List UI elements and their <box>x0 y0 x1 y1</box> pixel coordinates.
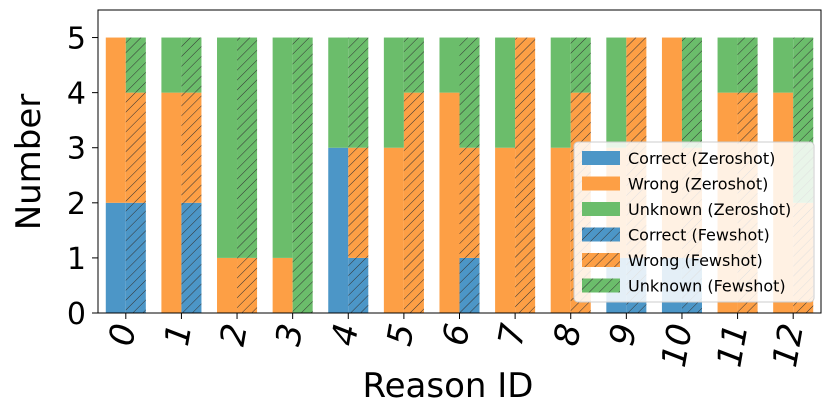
legend-label: Wrong (Fewshot) <box>628 251 763 270</box>
bar-hatch-fewshot-correct-1 <box>181 202 202 313</box>
legend: Correct (Zeroshot) Wrong (Zeroshot) Unknow… <box>573 141 815 303</box>
legend-label: Unknown (Fewshot) <box>628 277 786 296</box>
y-tick-label: 0 <box>67 297 86 332</box>
legend-swatch <box>582 176 620 191</box>
bar-zeroshot-wrong-5 <box>383 147 404 313</box>
bar-hatch-fewshot-correct-4 <box>348 257 369 313</box>
x-tick-label: 1 <box>157 321 200 349</box>
legend-label: Correct (Fewshot) <box>628 226 770 245</box>
bar-zeroshot-unknown-9 <box>606 37 627 148</box>
bar-hatch-fewshot-wrong-1 <box>181 92 202 203</box>
y-tick-label: 1 <box>67 242 86 277</box>
bar-hatch-fewshot-wrong-4 <box>348 147 369 258</box>
bar-hatch-fewshot-unknown-8 <box>570 37 591 93</box>
x-tick-label: 2 <box>213 321 256 349</box>
bar-zeroshot-wrong-7 <box>495 147 516 313</box>
bar-zeroshot-unknown-1 <box>161 37 182 93</box>
bar-zeroshot-wrong-0 <box>105 37 126 203</box>
bar-zeroshot-unknown-8 <box>550 37 571 148</box>
bar-zeroshot-wrong-1 <box>161 92 182 314</box>
x-tick-label: 0 <box>102 321 145 349</box>
legend-label: Unknown (Zeroshot) <box>628 200 791 219</box>
bar-hatch-fewshot-unknown-1 <box>181 37 202 93</box>
legend-label: Wrong (Zeroshot) <box>628 175 768 194</box>
x-tick-label: 7 <box>491 320 534 349</box>
bar-hatch-fewshot-wrong-6 <box>459 147 480 258</box>
bar-zeroshot-wrong-8 <box>550 147 571 313</box>
bar-zeroshot-wrong-2 <box>217 257 238 313</box>
bar-zeroshot-unknown-11 <box>717 37 738 93</box>
x-tick-label: 9 <box>602 321 645 349</box>
bar-hatch-fewshot-wrong-2 <box>237 257 258 313</box>
x-tick-label: 12 <box>765 321 812 371</box>
bar-hatch-fewshot-unknown-5 <box>403 37 424 93</box>
bar-zeroshot-unknown-2 <box>217 37 238 258</box>
legend-label: Correct (Zeroshot) <box>628 149 775 168</box>
y-tick-label: 4 <box>67 77 86 112</box>
y-axis-label: Number <box>9 94 49 231</box>
x-tick-label: 4 <box>324 321 367 349</box>
bar-hatch-fewshot-wrong-5 <box>403 92 424 314</box>
bar-hatch-fewshot-correct-0 <box>125 202 146 313</box>
bar-hatch-fewshot-unknown-2 <box>237 37 258 258</box>
y-tick-label: 2 <box>67 187 86 222</box>
bar-hatch-fewshot-unknown-6 <box>459 37 480 148</box>
legend-swatch <box>582 151 620 165</box>
x-tick-label: 8 <box>546 321 589 349</box>
legend-swatch-hatch <box>582 278 620 293</box>
bar-hatch-fewshot-unknown-0 <box>125 37 146 93</box>
x-tick-label: 11 <box>710 321 757 371</box>
x-tick-label: 10 <box>654 321 701 371</box>
bar-zeroshot-unknown-5 <box>383 37 404 148</box>
x-axis-label: Reason ID <box>363 366 534 406</box>
bar-zeroshot-unknown-3 <box>272 37 293 258</box>
bar-hatch-fewshot-unknown-11 <box>737 37 758 93</box>
bar-zeroshot-correct-4 <box>328 147 349 313</box>
bar-zeroshot-unknown-6 <box>439 37 460 93</box>
bar-hatch-fewshot-correct-6 <box>459 257 480 313</box>
bar-zeroshot-unknown-12 <box>773 37 794 93</box>
bar-zeroshot-wrong-3 <box>272 257 293 313</box>
legend-box <box>573 141 815 303</box>
x-tick-label: 5 <box>380 321 423 349</box>
bar-hatch-fewshot-wrong-7 <box>515 37 536 313</box>
legend-swatch-hatch <box>582 227 620 242</box>
y-tick-label: 3 <box>67 132 86 167</box>
bar-zeroshot-unknown-7 <box>495 37 516 148</box>
bar-hatch-fewshot-unknown-10 <box>681 37 702 148</box>
bar-zeroshot-correct-0 <box>105 202 126 313</box>
x-tick-label: 6 <box>435 321 478 349</box>
legend-swatch-hatch <box>582 253 620 267</box>
bar-zeroshot-wrong-6 <box>439 92 460 314</box>
bar-hatch-fewshot-unknown-3 <box>292 37 313 313</box>
bar-zeroshot-unknown-4 <box>328 37 349 148</box>
bar-hatch-fewshot-wrong-0 <box>125 92 146 203</box>
legend-swatch <box>582 202 620 216</box>
y-tick-label: 5 <box>67 22 86 57</box>
x-tick-label: 3 <box>268 321 311 349</box>
bar-hatch-fewshot-unknown-4 <box>348 37 369 148</box>
